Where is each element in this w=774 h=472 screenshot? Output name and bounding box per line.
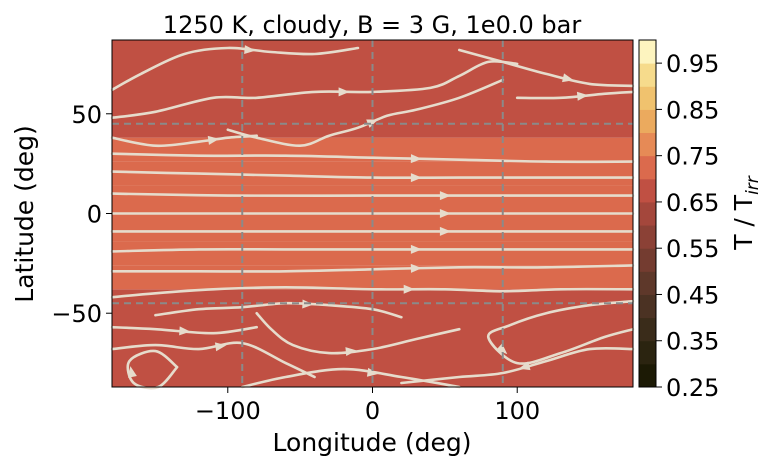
streamline: [110, 192, 635, 198]
streamline: [226, 78, 505, 148]
streamline-arrow: [562, 73, 574, 83]
streamline-arrow: [576, 91, 589, 101]
x-axis: −100 0 100: [195, 387, 540, 425]
streamline: [126, 349, 179, 390]
streamline-arrow: [207, 135, 220, 145]
colorbar-segment: [639, 294, 656, 319]
streamline-arrow: [518, 361, 531, 371]
x-axis-label: Longitude (deg): [273, 428, 472, 457]
colorbar-tick-label: 0.45: [666, 281, 719, 309]
y-tick-label: 0: [87, 201, 102, 229]
streamline: [110, 152, 635, 164]
streamline: [241, 367, 461, 389]
streamline-arrow: [214, 342, 227, 352]
colorbar-segment: [639, 340, 656, 365]
colorbar: [638, 39, 657, 388]
colorbar-segment: [639, 155, 656, 180]
x-tick-label: −100: [195, 397, 261, 425]
colorbar-segment: [639, 201, 656, 226]
colorbar-label-main: T / T: [729, 194, 758, 251]
colorbar-segment: [639, 363, 656, 388]
streamline-arrow: [410, 263, 422, 273]
colorbar-tick-label: 0.85: [666, 96, 719, 124]
streamline-arrow: [244, 45, 256, 55]
colorbar-ticks: 0.25 0.35 0.45 0.55 0.65 0.75 0.85 0.95: [656, 50, 719, 402]
colorbar-segment: [639, 271, 656, 295]
streamline-arrow: [366, 367, 379, 377]
streamline: [487, 299, 635, 365]
streamline: [110, 134, 258, 148]
grid: [112, 40, 633, 387]
streamline: [458, 48, 635, 88]
colorbar-tick-label: 0.75: [666, 143, 719, 171]
colorbar-segment: [639, 109, 656, 134]
streamline-arrow: [439, 209, 451, 218]
chart-title: 1250 K, cloudy, B = 3 G, 1e0.0 bar: [163, 11, 582, 39]
colorbar-tick-label: 0.95: [666, 50, 719, 78]
streamline-arrow: [179, 326, 191, 336]
streamline-arrow: [338, 87, 350, 97]
streamline-arrow: [366, 119, 379, 128]
streamline-arrow: [410, 244, 422, 254]
colorbar-label: T / Tirr: [729, 175, 763, 251]
colorbar-segment: [639, 63, 656, 87]
streamline-arrow: [128, 366, 137, 378]
y-tick-label: −50: [51, 300, 102, 328]
streamline-arrow: [403, 284, 415, 294]
colorbar-frame: [638, 39, 657, 388]
colorbar-segment: [639, 225, 656, 249]
colorbar-tick-label: 0.25: [666, 374, 719, 402]
colorbar-segment: [639, 40, 656, 64]
streamline: [110, 46, 360, 92]
colorbar-tick-label: 0.35: [666, 328, 719, 356]
colorbar-segment: [639, 132, 656, 157]
colorbar-tick-label: 0.65: [666, 189, 719, 217]
colorbar-segment: [639, 86, 656, 110]
streamline: [110, 286, 635, 299]
colorbar-segment: [639, 317, 656, 342]
streamline-arrow: [345, 347, 357, 357]
wind-streamlines: [110, 45, 635, 390]
streamline-arrow: [439, 226, 451, 236]
streamline-arrow: [410, 173, 422, 183]
streamline-arrow: [410, 154, 422, 164]
streamline: [255, 311, 461, 355]
colorbar-label-sub: irr: [743, 175, 763, 195]
colorbar-segment: [639, 248, 656, 272]
y-axis-label: Latitude (deg): [10, 125, 39, 302]
x-tick-label: 100: [494, 397, 540, 425]
x-tick-label: 0: [365, 397, 380, 425]
y-axis: −50 0 50: [51, 101, 112, 328]
y-tick-label: 50: [71, 101, 102, 129]
streamline-arrow: [439, 191, 451, 201]
colorbar-segment: [639, 178, 656, 203]
colorbar-tick-label: 0.55: [666, 235, 719, 263]
streamline-arrow: [496, 343, 508, 355]
